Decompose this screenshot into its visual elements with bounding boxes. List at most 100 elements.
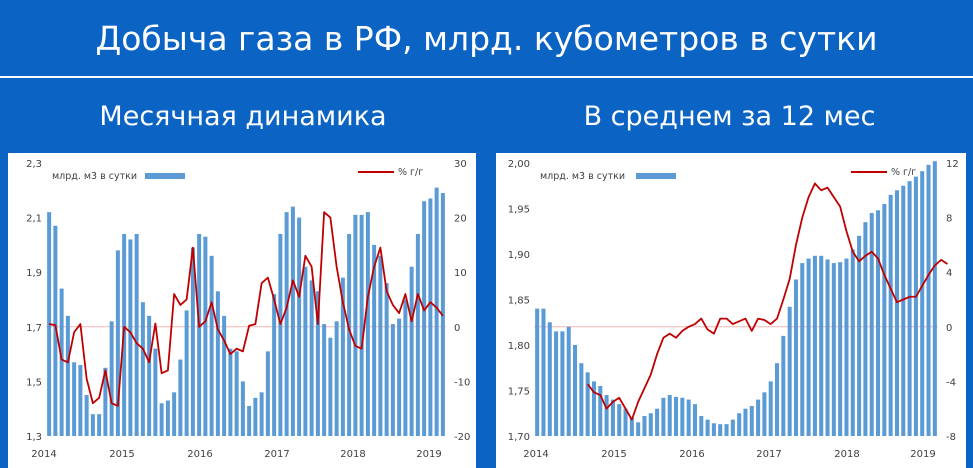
bar	[197, 233, 202, 436]
bar	[655, 408, 660, 436]
bar	[103, 367, 108, 436]
bar	[240, 381, 245, 436]
bar	[303, 266, 308, 436]
bar	[806, 258, 811, 436]
bar	[109, 321, 114, 436]
bar	[617, 404, 622, 436]
bar	[894, 190, 899, 436]
x-axis-year-label: 2014	[31, 449, 56, 460]
bar	[309, 280, 314, 436]
bar	[857, 235, 862, 436]
bar	[253, 397, 258, 436]
bar	[547, 322, 552, 436]
bar	[541, 308, 546, 436]
monthly-chart: 1,3 1,5 1,7 1,9 2,1 2,3 -20 -10 0 10 20 30 2014 2015 2…	[26, 159, 470, 460]
yoy-line	[586, 182, 948, 421]
right-axis-tick-label: 8	[946, 214, 952, 225]
header-divider	[0, 76, 973, 78]
bar	[397, 318, 402, 436]
bar	[297, 217, 302, 436]
monthly-chart-panel: 1,3 1,5 1,7 1,9 2,1 2,3 -20 -10 0 10 20 30 2014 2015 2…	[8, 153, 476, 468]
bar	[222, 315, 227, 436]
right-axis-tick-label: 0	[946, 323, 952, 334]
bar	[203, 236, 208, 436]
left-axis-tick-label: 2,3	[26, 159, 42, 170]
legend-bar-label: млрд. м3 в сутки	[52, 171, 137, 182]
bar	[787, 306, 792, 436]
bar	[812, 255, 817, 436]
bar	[648, 413, 653, 436]
bar	[340, 277, 345, 436]
bar	[378, 255, 383, 436]
left-axis-tick-label: 2,00	[508, 159, 530, 170]
bar	[661, 397, 666, 436]
bar	[819, 255, 824, 436]
bar	[926, 164, 931, 436]
bar	[53, 225, 58, 436]
bar	[315, 291, 320, 436]
bar	[134, 233, 139, 436]
bar	[629, 417, 634, 436]
bar	[554, 331, 559, 436]
bar	[863, 222, 868, 436]
x-axis-year-label: 2017	[264, 449, 289, 460]
bar	[718, 424, 723, 436]
bar	[347, 233, 352, 436]
bar	[390, 324, 395, 436]
bar	[850, 249, 855, 436]
legend-line-label: % г/г	[398, 167, 423, 178]
x-axis-year-label: 2018	[834, 449, 859, 460]
bar	[372, 244, 377, 436]
bar	[642, 415, 647, 436]
bar	[585, 372, 590, 436]
bar	[159, 403, 164, 436]
bar	[72, 362, 77, 436]
x-axis-year-label: 2014	[523, 449, 548, 460]
bar	[775, 363, 780, 436]
bar	[762, 392, 767, 436]
bar	[920, 171, 925, 436]
bar	[579, 363, 584, 436]
bar	[756, 399, 761, 436]
bar	[566, 326, 571, 436]
bar	[184, 310, 189, 436]
bar	[610, 399, 615, 436]
bar	[781, 335, 786, 436]
legend-bar-swatch	[145, 173, 185, 179]
bar	[322, 324, 327, 436]
x-axis-year-label: 2016	[187, 449, 212, 460]
bar	[422, 201, 427, 436]
bar	[699, 415, 704, 436]
bar	[190, 247, 195, 436]
bar	[907, 181, 912, 436]
left-axis-tick-label: 1,70	[508, 432, 530, 443]
bar	[838, 262, 843, 436]
bar	[705, 419, 710, 436]
bar	[97, 414, 102, 436]
bar	[901, 185, 906, 436]
annual-average-chart: 1,70 1,75 1,80 1,85 1,90 1,95 2,00 -8 -4 0 4 8 12 201…	[508, 159, 959, 460]
x-axis-year-label: 2018	[340, 449, 365, 460]
bar	[172, 392, 177, 436]
bar	[730, 419, 735, 436]
bar	[913, 176, 918, 436]
left-axis-tick-label: 1,95	[508, 205, 530, 216]
bar	[284, 212, 289, 436]
left-subtitle: Месячная динамика	[99, 100, 387, 132]
right-axis-tick-label: -10	[454, 377, 470, 388]
bar	[869, 213, 874, 436]
right-axis-tick-label: 10	[454, 268, 467, 279]
bar	[178, 359, 183, 436]
right-subtitle: В среднем за 12 мес	[583, 100, 876, 132]
bar	[743, 408, 748, 436]
bar	[209, 255, 214, 436]
bar	[692, 404, 697, 436]
bar	[560, 331, 565, 436]
x-axis-year-label: 2019	[416, 449, 441, 460]
bar	[686, 399, 691, 436]
bar	[604, 395, 609, 436]
bar	[384, 283, 389, 436]
bar	[793, 279, 798, 436]
bar	[78, 365, 83, 436]
bar	[228, 348, 233, 436]
